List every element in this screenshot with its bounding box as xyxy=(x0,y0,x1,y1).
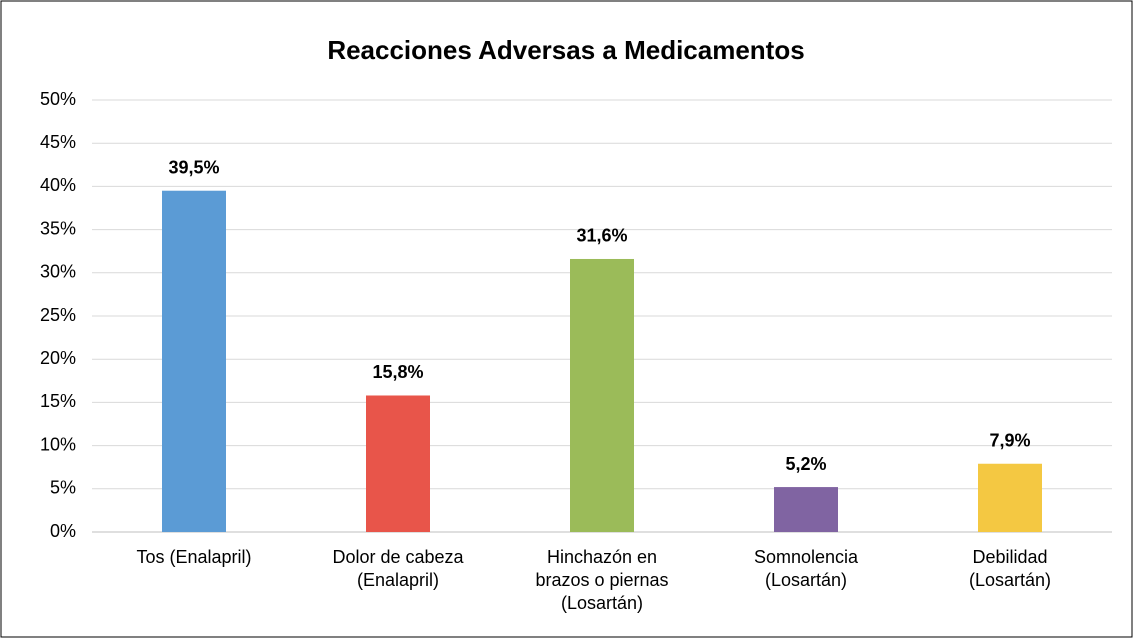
x-tick-label: Hinchazón en brazos o piernas (Losartán) xyxy=(535,547,669,613)
data-label: 5,2% xyxy=(785,454,826,474)
y-tick-label: 15% xyxy=(40,391,76,411)
data-label: 15,8% xyxy=(372,362,423,382)
x-tick-label: Tos (Enalapril) xyxy=(136,547,252,567)
y-tick-label: 30% xyxy=(40,262,76,282)
y-tick-label: 50% xyxy=(40,89,76,109)
data-label: 7,9% xyxy=(989,430,1030,450)
x-tick-label: Somnolencia (Losartán) xyxy=(753,547,859,590)
y-tick-label: 45% xyxy=(40,132,76,152)
bar xyxy=(366,395,430,532)
bar xyxy=(162,190,226,532)
bar xyxy=(978,463,1042,532)
data-label: 31,6% xyxy=(576,226,627,246)
y-tick-label: 25% xyxy=(40,305,76,325)
y-tick-label: 40% xyxy=(40,175,76,195)
bar xyxy=(570,258,634,532)
y-tick-label: 10% xyxy=(40,434,76,454)
y-tick-label: 35% xyxy=(40,218,76,238)
y-tick-label: 0% xyxy=(50,521,76,541)
y-tick-label: 20% xyxy=(40,348,76,368)
y-tick-label: 5% xyxy=(50,478,76,498)
bar xyxy=(774,487,838,532)
data-label: 39,5% xyxy=(168,157,219,177)
chart-title: Reacciones Adversas a Medicamentos xyxy=(327,35,804,65)
x-tick-label: Dolor de cabeza (Enalapril) xyxy=(332,547,464,590)
x-tick-label: Debilidad (Losartán) xyxy=(968,547,1052,590)
